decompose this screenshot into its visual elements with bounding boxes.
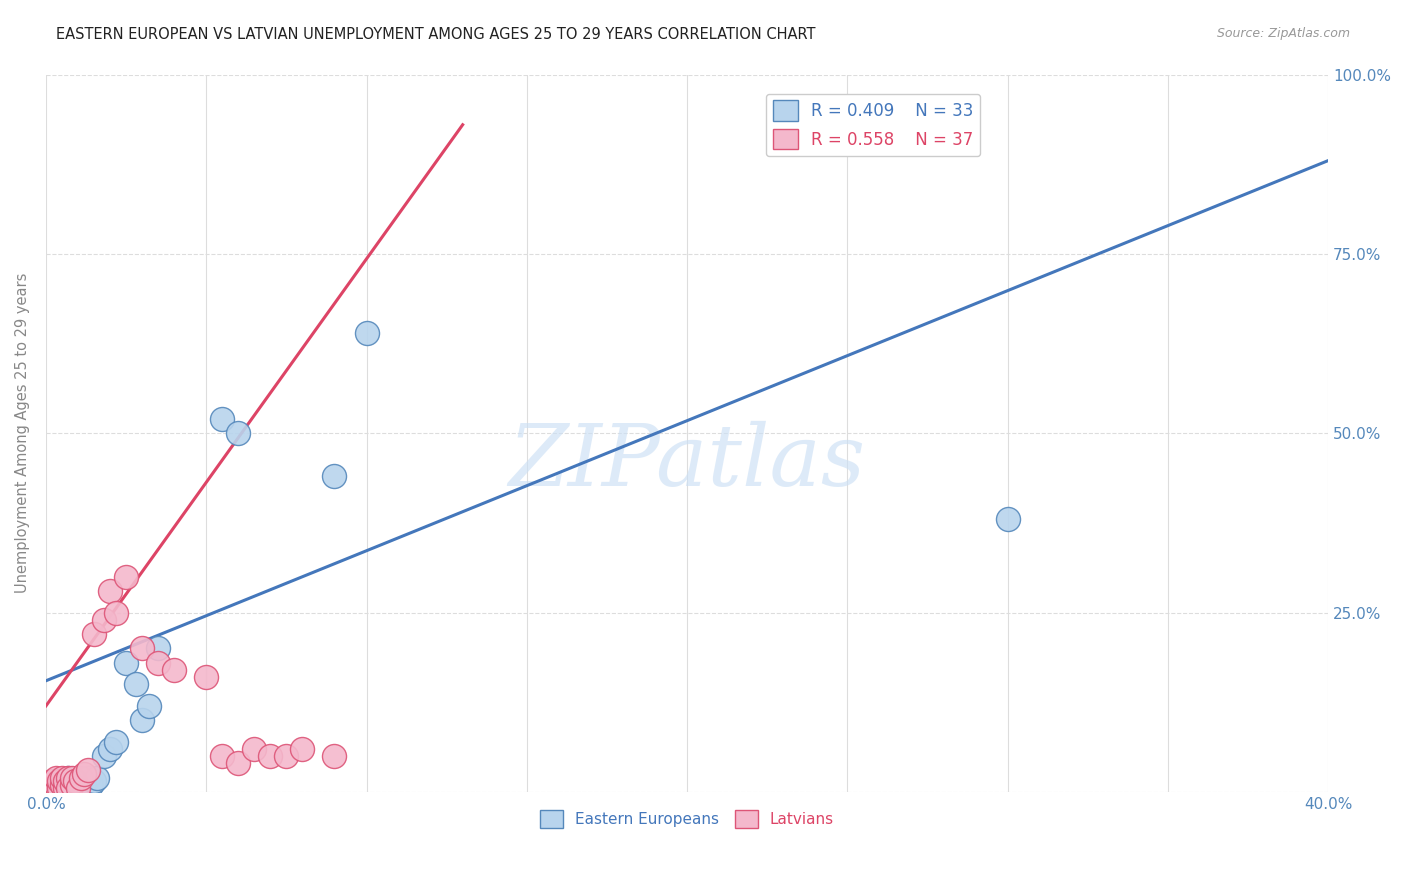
Point: [115, 656, 138, 670]
Point: [60, 771, 83, 785]
Point: [45, 778, 67, 792]
Text: EASTERN EUROPEAN VS LATVIAN UNEMPLOYMENT AMONG AGES 25 TO 29 YEARS CORRELATION C: EASTERN EUROPEAN VS LATVIAN UNEMPLOYMENT…: [56, 27, 815, 42]
Point: [48, 778, 70, 792]
Point: [323, 469, 346, 483]
Point: [73, 778, 96, 792]
Point: [115, 570, 138, 584]
Point: [60, 778, 83, 792]
Point: [195, 670, 218, 684]
Point: [53, 774, 76, 789]
Y-axis label: Unemployment Among Ages 25 to 29 years: Unemployment Among Ages 25 to 29 years: [15, 273, 30, 593]
Point: [70, 771, 93, 785]
Point: [45, 771, 67, 785]
Point: [259, 749, 281, 764]
Point: [45, 781, 67, 796]
Point: [83, 627, 105, 641]
Point: [226, 756, 249, 771]
Point: [93, 613, 115, 627]
Point: [211, 749, 233, 764]
Point: [38, 781, 60, 796]
Point: [63, 774, 86, 789]
Point: [76, 764, 98, 778]
Point: [60, 778, 83, 792]
Point: [131, 713, 153, 727]
Point: [53, 781, 76, 796]
Point: [48, 781, 70, 796]
Point: [70, 774, 93, 789]
Point: [58, 771, 80, 785]
Point: [41, 778, 63, 792]
Point: [98, 742, 121, 756]
Point: [48, 774, 70, 789]
Point: [66, 771, 89, 785]
Point: [356, 326, 378, 340]
Point: [73, 767, 96, 781]
Point: [93, 749, 115, 764]
Point: [53, 778, 76, 792]
Point: [76, 771, 98, 785]
Point: [80, 778, 103, 792]
Text: ZIPatlas: ZIPatlas: [509, 421, 866, 503]
Point: [51, 771, 73, 785]
Point: [51, 781, 73, 796]
Point: [146, 641, 169, 656]
Point: [51, 778, 73, 792]
Point: [226, 426, 249, 441]
Point: [41, 781, 63, 796]
Point: [131, 641, 153, 656]
Legend: Eastern Europeans, Latvians: Eastern Europeans, Latvians: [534, 804, 839, 835]
Point: [211, 412, 233, 426]
Point: [51, 774, 73, 789]
Point: [146, 656, 169, 670]
Point: [83, 774, 105, 789]
Point: [163, 663, 186, 677]
Point: [291, 742, 314, 756]
Point: [86, 771, 108, 785]
Point: [63, 774, 86, 789]
Point: [41, 774, 63, 789]
Text: Source: ZipAtlas.com: Source: ZipAtlas.com: [1216, 27, 1350, 40]
Point: [38, 781, 60, 796]
Point: [66, 781, 89, 796]
Point: [997, 512, 1019, 526]
Point: [98, 584, 121, 599]
Point: [45, 774, 67, 789]
Point: [138, 698, 160, 713]
Point: [243, 742, 266, 756]
Point: [105, 606, 128, 620]
Point: [125, 677, 148, 691]
Point: [323, 749, 346, 764]
Point: [276, 749, 298, 764]
Point: [58, 781, 80, 796]
Point: [105, 735, 128, 749]
Point: [66, 781, 89, 796]
Point: [38, 778, 60, 792]
Point: [58, 771, 80, 785]
Point: [58, 781, 80, 796]
